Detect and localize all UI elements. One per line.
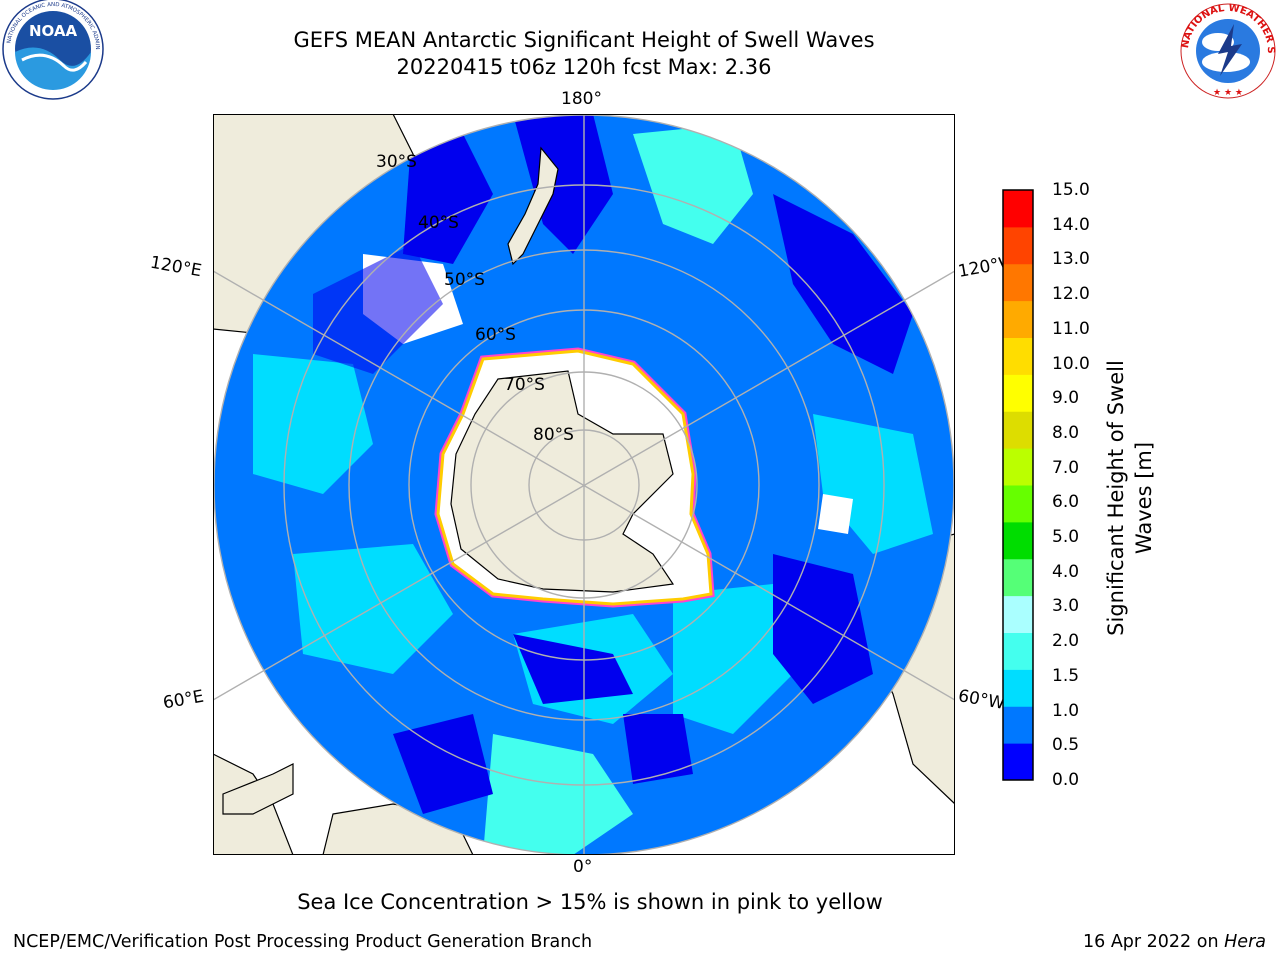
map-title: GEFS MEAN Antarctic Significant Height o… [293,28,875,52]
colorbar-title-line2: Waves [m] [1132,441,1156,555]
footer-branch: NCEP/EMC/Verification Post Processing Pr… [13,932,593,952]
colorbar-tick-label: 7.0 [1052,457,1080,478]
latitude-label-80s: 80°S [533,425,574,445]
colorbar-title-line1: Significant Height of Swell [1104,360,1128,636]
longitude-label-bottom: 0° [573,857,593,877]
new-zealand-land [507,146,559,266]
map-subtitle: 20220415 t06z 120h fcst Max: 2.36 [396,55,772,79]
colorbar-block [1003,448,1033,486]
colorbar-tick-label: 10.0 [1052,353,1090,374]
colorbar-block [1003,632,1033,670]
longitude-label-top: 180° [561,89,602,109]
footer-date-text: 16 Apr 2022 on [1082,932,1219,952]
colorbar-block [1003,669,1033,707]
colorbar [1002,189,1034,781]
colorbar-tick-label: 1.5 [1052,665,1080,686]
colorbar-block [1003,743,1033,781]
colorbar-tick-label: 4.0 [1052,561,1080,582]
latitude-label-40s: 40°S [418,213,459,233]
colorbar-block [1003,706,1033,744]
colorbar-tick-label: 0.0 [1052,770,1080,790]
latitude-label-50s: 50°S [444,270,485,290]
longitude-label-upper-left: 120°E [148,252,204,282]
sea-ice-caption: Sea Ice Concentration > 15% is shown in … [297,890,883,914]
colorbar-block [1003,374,1033,412]
colorbar-block [1003,595,1033,633]
colorbar-tick-label: 15.0 [1052,180,1090,200]
colorbar-block [1003,337,1033,375]
antarctica-land [450,370,675,593]
colorbar-tick-label: 2.0 [1052,631,1080,652]
colorbar-block [1003,485,1033,523]
nws-stars-icon: ★ ★ ★ [1213,88,1243,98]
longitude-label-lower-right: 60°W [956,686,1007,714]
colorbar-block [1003,190,1033,228]
colorbar-block [1003,300,1033,338]
madagascar-land [222,763,294,815]
colorbar-tick-label: 1.0 [1052,700,1080,721]
longitude-label-lower-left: 60°E [161,686,206,714]
polar-map [213,114,955,855]
noaa-logo-text: NOAA [29,22,78,40]
colorbar-tick-label: 12.0 [1052,284,1090,305]
footer-host: Hera [1224,932,1266,952]
footer-date: 16 Apr 2022 on Hera [1083,932,1266,952]
nws-logo: NATIONAL WEATHER SERVICE ★ ★ ★ [1178,2,1276,99]
colorbar-tick-label: 14.0 [1052,214,1090,235]
latitude-label-70s: 70°S [504,375,545,395]
colorbar-block [1003,411,1033,449]
colorbar-block [1003,558,1033,597]
colorbar-tick-label: 13.0 [1052,249,1090,270]
latitude-label-60s: 60°S [475,325,516,345]
latitude-label-30s: 30°S [376,152,417,172]
colorbar-tick-label: 6.0 [1052,492,1080,513]
colorbar-tick-label: 9.0 [1052,388,1080,409]
colorbar-tick-label: 3.0 [1052,596,1080,617]
noaa-logo: NOAA NATIONAL OCEANIC AND ATMOSPHERIC AD… [0,0,104,100]
colorbar-title: Significant Height of Swell Waves [m] [1102,328,1158,668]
colorbar-tick-label: 0.5 [1052,735,1080,756]
colorbar-tick-label: 5.0 [1052,527,1080,548]
colorbar-tick-label: 8.0 [1052,422,1080,443]
colorbar-tick-label: 11.0 [1052,318,1090,339]
colorbar-block [1003,521,1033,560]
colorbar-block [1003,226,1033,265]
colorbar-block [1003,263,1033,302]
